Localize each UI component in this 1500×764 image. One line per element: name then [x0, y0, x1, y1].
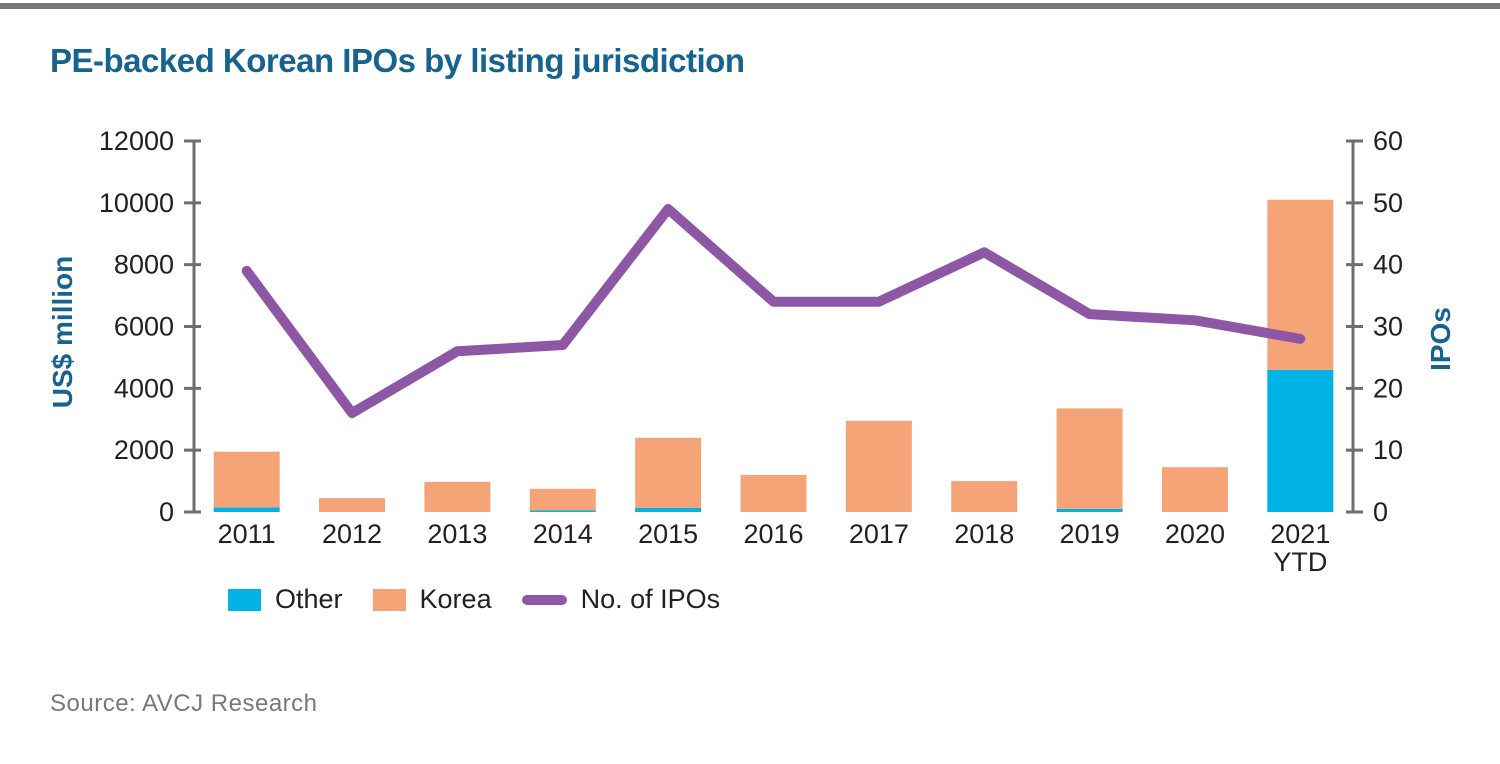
y-axis-left-tick-label: 2000: [114, 435, 174, 465]
legend-label-ipos: No. of IPOs: [580, 584, 721, 614]
ipos-line-swatch-icon: [521, 594, 567, 605]
y-axis-left-tick-label: 0: [159, 497, 174, 527]
x-axis-label-2013: 2013: [427, 519, 487, 549]
x-axis-label-2014: 2014: [533, 519, 593, 549]
bar-korea-2021: [1267, 199, 1334, 370]
y-axis-right-tick-label: 10: [1373, 435, 1403, 465]
y-axis-left-tick-label: 6000: [114, 312, 174, 342]
bar-other-2011: [213, 507, 280, 512]
bar-korea-2015: [635, 437, 702, 508]
bar-korea-2019: [1056, 408, 1123, 509]
y-axis-left-tick-label: 12000: [99, 126, 174, 156]
legend-label-korea: Korea: [419, 584, 492, 614]
legend: Other Korea No. of IPOs: [228, 584, 720, 615]
bar-other-2014: [529, 510, 596, 512]
x-axis-label-2021: 2021: [1270, 519, 1330, 549]
page-title: PE-backed Korean IPOs by listing jurisdi…: [50, 42, 745, 79]
source-note: Source: AVCJ Research: [50, 690, 318, 717]
y-axis-right-tick-label: 50: [1373, 188, 1403, 218]
ipos-line: [241, 204, 1306, 419]
x-axis-label-2021-suffix: YTD: [1273, 547, 1327, 577]
y-axis-left-tick-label: 8000: [114, 250, 174, 280]
legend-label-other: Other: [275, 584, 343, 614]
y-axis-right-tick-label: 0: [1373, 497, 1388, 527]
bar-other-2021: [1267, 369, 1334, 512]
bar-korea-2011: [213, 451, 280, 508]
bar-korea-2013: [424, 481, 491, 512]
x-axis-label-2020: 2020: [1165, 519, 1225, 549]
left-axis-title: US$ million: [47, 255, 78, 409]
bar-other-2015: [635, 507, 702, 512]
korea-swatch-icon: [372, 588, 406, 611]
y-axis-left-tick-label: 4000: [114, 373, 174, 403]
legend-item-other: Other: [228, 584, 343, 615]
x-axis-label-2017: 2017: [849, 519, 909, 549]
y-axis-right-tick-label: 30: [1373, 312, 1403, 342]
bar-other-2019: [1056, 508, 1123, 512]
y-axis-right-tick-label: 20: [1373, 373, 1403, 403]
x-axis-label-2011: 2011: [218, 519, 276, 549]
bar-korea-2016: [740, 474, 807, 512]
y-axis-right-tick-label: 40: [1373, 250, 1403, 280]
x-axis-label-2012: 2012: [322, 519, 382, 549]
bar-korea-2017: [845, 420, 912, 512]
bar-korea-2014: [529, 488, 596, 511]
y-axis-left-tick-label: 10000: [99, 188, 174, 218]
x-axis-label-2016: 2016: [743, 519, 803, 549]
other-swatch-icon: [228, 588, 261, 611]
x-axis-label-2015: 2015: [638, 519, 698, 549]
top-divider-rule: [0, 3, 1500, 9]
bar-korea-2020: [1161, 467, 1228, 512]
bar-korea-2018: [951, 481, 1018, 512]
legend-item-korea: Korea: [372, 584, 492, 615]
x-axis-label-2018: 2018: [954, 519, 1014, 549]
bar-korea-2012: [319, 498, 386, 512]
x-axis-label-2019: 2019: [1060, 519, 1120, 549]
y-axis-right-tick-label: 60: [1373, 126, 1403, 156]
right-axis-title: IPOs: [1425, 307, 1456, 371]
legend-item-ipos: No. of IPOs: [521, 584, 721, 615]
